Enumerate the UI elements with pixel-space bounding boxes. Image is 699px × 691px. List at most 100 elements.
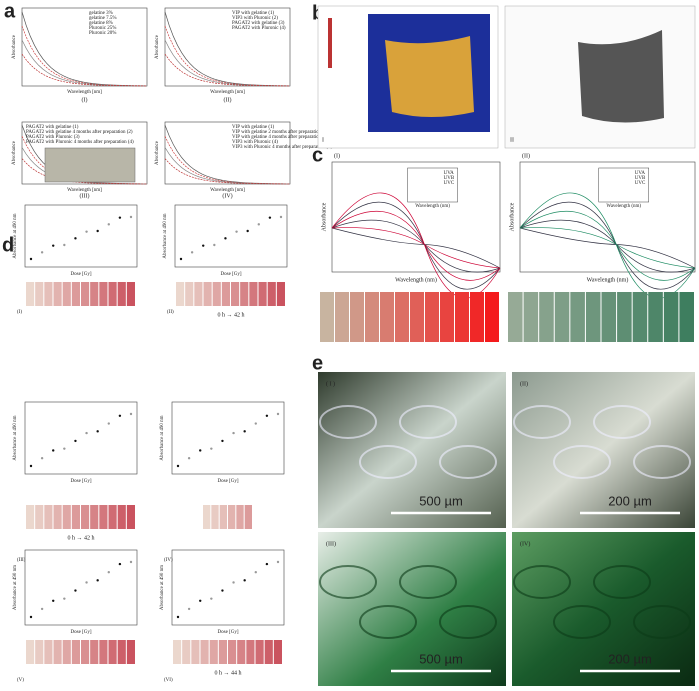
point [129, 412, 133, 416]
cell [359, 605, 417, 639]
legend-entry: VIP with gelatine 4 months after prepara… [232, 135, 329, 140]
point [199, 599, 202, 602]
point [29, 464, 33, 468]
plot-label: (I) [82, 96, 88, 103]
vial [81, 505, 90, 529]
plot-frame [164, 7, 291, 87]
vial [258, 282, 267, 306]
vial [117, 640, 126, 664]
vial [117, 505, 126, 529]
scale-label: 500 µm [419, 493, 463, 508]
scale-label: 200 µm [608, 651, 652, 666]
point [74, 439, 77, 443]
vial [273, 640, 282, 664]
point [129, 560, 133, 564]
vial [320, 292, 334, 342]
spectrum [519, 227, 696, 269]
point [187, 607, 191, 611]
point [276, 412, 280, 416]
vial [176, 282, 185, 306]
vial [53, 640, 62, 664]
legend-entry: VIP3 with Pluronic 4 months after prepar… [232, 145, 332, 150]
vial [231, 282, 240, 306]
y-label: Absorbance at 490 nm [13, 415, 18, 460]
vial [585, 292, 601, 342]
point [96, 579, 99, 582]
photo-inset [44, 147, 136, 183]
cell [319, 565, 377, 599]
vial [81, 640, 90, 664]
cell [633, 605, 691, 639]
point [40, 457, 44, 460]
vial [126, 505, 135, 529]
vial [53, 282, 62, 306]
vial [35, 505, 44, 529]
legend-entry: UVC [635, 181, 646, 186]
vial [26, 640, 35, 664]
vial [617, 292, 632, 342]
point [63, 597, 66, 600]
vial [81, 282, 90, 306]
point [199, 449, 202, 452]
vial [126, 640, 135, 664]
vial [191, 640, 200, 664]
vial [508, 292, 523, 342]
y-label: Absorbance at 490 nm [13, 565, 18, 610]
vial [108, 282, 117, 306]
image-label: (II) [520, 380, 528, 387]
point [254, 571, 257, 574]
vial [203, 505, 211, 529]
scale-label: 500 µm [419, 651, 463, 666]
vial [228, 640, 237, 664]
vial [35, 282, 44, 306]
point [52, 599, 55, 602]
point [235, 230, 238, 233]
point [63, 447, 66, 450]
curve [164, 39, 291, 87]
vial [264, 640, 273, 664]
vial [237, 640, 246, 664]
vial [99, 505, 108, 529]
point [118, 414, 122, 417]
vial [44, 505, 53, 529]
x-label: Wavelength [nm] [210, 90, 245, 95]
point [40, 251, 44, 254]
curve [21, 53, 148, 87]
vial [90, 282, 99, 306]
plot-label: (I) [17, 310, 22, 315]
point [210, 597, 213, 600]
point [107, 223, 110, 226]
legend-entry: UVB [444, 176, 455, 181]
inset-frame [598, 167, 649, 203]
point [179, 257, 183, 261]
vial [209, 640, 218, 664]
cell [593, 565, 651, 599]
point [74, 589, 77, 592]
point [85, 431, 88, 435]
vial [455, 292, 469, 342]
cell [633, 445, 691, 479]
point [246, 229, 249, 233]
vial [212, 282, 221, 306]
x-label: Dose [Gy] [71, 272, 92, 277]
vial [228, 505, 236, 529]
vial [108, 505, 117, 529]
time-caption: 0 h → 44 h [215, 670, 242, 676]
vial [218, 640, 227, 664]
point [243, 579, 246, 582]
point [74, 237, 77, 240]
vial [173, 640, 182, 664]
vial [117, 282, 126, 306]
vial [648, 292, 663, 342]
spectrum [331, 201, 501, 290]
legend-entry: gelatine 3% [89, 11, 113, 16]
vial [554, 292, 570, 342]
legend-entry: PAGAT2 with Pluronic (3) [26, 135, 80, 140]
cell [319, 405, 377, 439]
point [118, 216, 122, 219]
point [40, 607, 44, 611]
point [232, 581, 235, 584]
legend-entry: VIP with gelatine (1) [232, 11, 275, 16]
image-label: II [510, 137, 514, 143]
